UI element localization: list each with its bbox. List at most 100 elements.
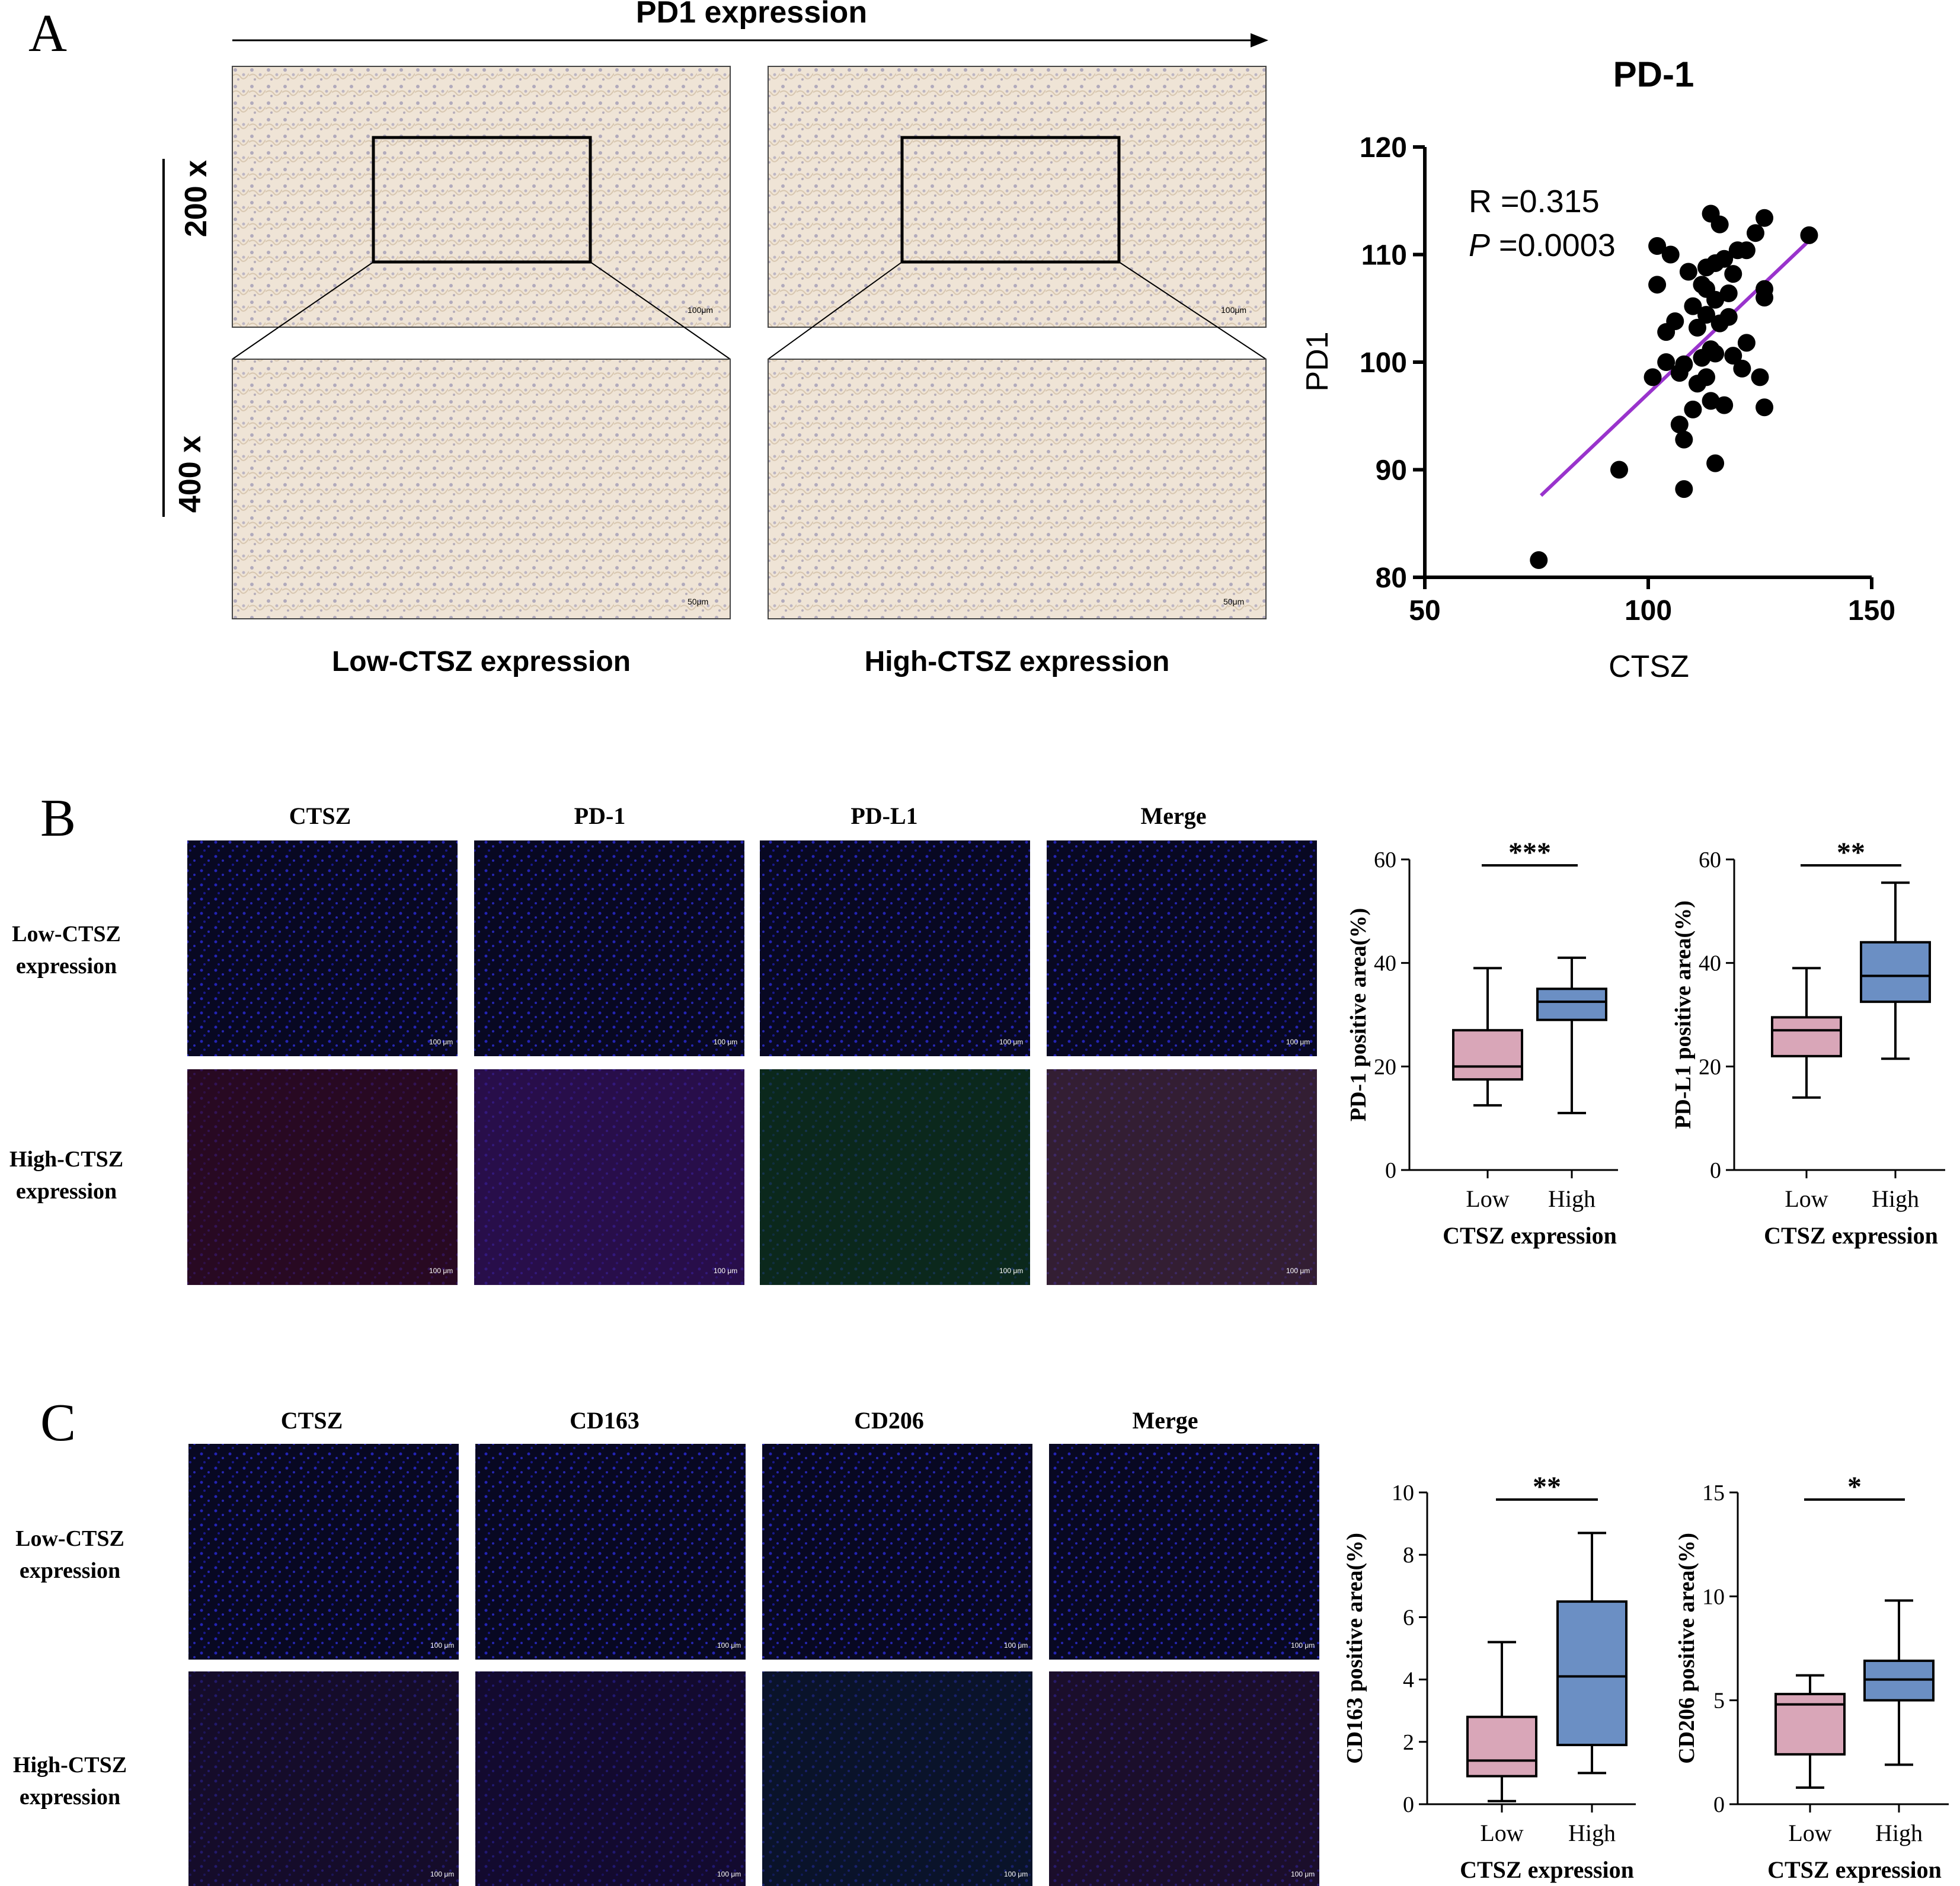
y-tick-label: 10 <box>1702 1584 1725 1609</box>
x-axis-label: CTSZ expression <box>1767 1856 1942 1883</box>
boxplot-pdl1-area: 0 20 40 60 Low High ** CTSZ expression PD-L1 pos… <box>1671 837 1945 1249</box>
significance-stars: * <box>1847 1471 1862 1503</box>
correlation-r: R =0.315 <box>1469 184 1600 219</box>
boxplot-cd206-area: 0 5 10 15 Low High * CTSZ expression CD206 posit… <box>1674 1471 1949 1883</box>
panel-c-row-low-line1: Low-CTSZ <box>15 1526 124 1551</box>
y-axis-label: PD1 <box>1300 331 1335 391</box>
x-axis-label: CTSZ expression <box>1443 1222 1617 1249</box>
scale-bar-label: 100 μm <box>714 1267 737 1275</box>
data-point <box>1715 396 1734 414</box>
ihc-image-high-400x: 50μm <box>768 359 1267 619</box>
correlation-p: P =0.0003 <box>1469 228 1616 263</box>
x-axis-label: CTSZ expression <box>1460 1856 1634 1883</box>
scale-bar-label: 100 μm <box>999 1267 1023 1275</box>
scale-bar-label: 50μm <box>1223 597 1244 606</box>
data-point <box>1715 250 1734 268</box>
data-point <box>1684 400 1702 418</box>
y-tick-label: 100 <box>1360 347 1407 379</box>
scale-bar-label: 100μm <box>1221 305 1246 315</box>
data-point <box>1746 224 1764 242</box>
data-point <box>1756 209 1774 227</box>
scale-bar-label: 100 μm <box>1004 1641 1028 1650</box>
panel-a-letter: A <box>28 4 67 63</box>
scale-bar-label: 100μm <box>688 305 713 315</box>
category-label: Low <box>1480 1820 1523 1846</box>
scale-bar-label: 100 μm <box>429 1038 453 1046</box>
mag-200-label: 200 x <box>179 160 213 237</box>
data-point <box>1697 306 1716 324</box>
box-low <box>1771 1016 1842 1057</box>
panel-b-col-pdl1: PD-L1 <box>850 803 917 829</box>
data-point <box>1675 480 1693 498</box>
scale-bar-label: 100 μm <box>717 1870 741 1878</box>
data-point <box>1648 276 1667 294</box>
panel-b-col-pd1: PD-1 <box>574 803 626 829</box>
data-point <box>1702 392 1720 410</box>
data-point <box>1666 312 1684 331</box>
panel-c-col-cd163: CD163 <box>570 1407 640 1434</box>
box-low <box>1466 1715 1537 1778</box>
x-tick-label: 150 <box>1848 595 1895 626</box>
y-tick-label: 15 <box>1702 1481 1725 1505</box>
box-high <box>1860 941 1931 1003</box>
category-label: Low <box>1788 1820 1831 1846</box>
y-tick-label: 0 <box>1713 1792 1725 1817</box>
scatter-chart-pd1-ctsz: PD-1 80 90 100 110 120 50 100 150 CTSZ PD1 R =0.315… <box>1300 55 1895 684</box>
if-image-c-low-cd163 <box>475 1444 746 1660</box>
y-tick-label: 40 <box>1699 951 1721 976</box>
panel-c-col-merge: Merge <box>1132 1407 1198 1434</box>
data-point <box>1756 289 1774 307</box>
data-point <box>1719 308 1738 326</box>
panel-c-row-high-line2: expression <box>20 1785 120 1810</box>
x-axis-label: CTSZ expression <box>1764 1222 1938 1249</box>
y-tick-label: 20 <box>1699 1054 1721 1079</box>
data-point <box>1679 263 1697 281</box>
data-point <box>1670 415 1689 434</box>
x-axis-label: CTSZ <box>1609 650 1689 684</box>
top-arrow <box>232 33 1268 47</box>
data-point <box>1706 290 1725 309</box>
panel-b-col-merge: Merge <box>1140 803 1206 829</box>
if-image-c-low-ctsz <box>188 1444 459 1660</box>
y-tick-label: 8 <box>1403 1543 1414 1568</box>
scale-bar-label: 100 μm <box>430 1870 454 1878</box>
y-tick-label: 6 <box>1403 1605 1414 1630</box>
data-point <box>1697 368 1716 386</box>
data-point <box>1648 236 1667 255</box>
y-tick-label: 4 <box>1403 1668 1414 1693</box>
p-symbol: P <box>1469 228 1490 263</box>
y-tick-label: 0 <box>1385 1158 1396 1183</box>
p-value: =0.0003 <box>1490 228 1616 263</box>
panel-c-row-low-line2: expression <box>20 1558 120 1583</box>
box-high <box>1536 987 1607 1021</box>
if-image-b-low-ctsz <box>187 840 458 1056</box>
y-tick-label: 60 <box>1699 848 1721 872</box>
data-point <box>1675 430 1693 449</box>
data-point <box>1661 245 1680 264</box>
y-axis-label: PD-L1 positive area(%) <box>1671 900 1696 1129</box>
if-scale-labels-c: 100 μm 100 μm 100 μm 100 μm 100 μm 100 μ… <box>430 1641 1315 1878</box>
category-label: Low <box>1785 1185 1828 1212</box>
data-point <box>1719 284 1738 302</box>
data-point <box>1657 353 1676 371</box>
data-point <box>1688 318 1706 337</box>
scale-bar-label: 100 μm <box>429 1267 453 1275</box>
scale-bar-label: 100 μm <box>1291 1641 1315 1650</box>
y-tick-label: 60 <box>1374 848 1396 872</box>
panel-b-col-ctsz: CTSZ <box>289 803 351 829</box>
data-point <box>1644 368 1662 386</box>
panel-c-row-high-line1: High-CTSZ <box>13 1753 127 1778</box>
data-point <box>1675 355 1693 373</box>
y-tick-label: 2 <box>1403 1730 1414 1755</box>
category-label: High <box>1568 1820 1616 1846</box>
scale-bar-label: 100 μm <box>1286 1038 1310 1046</box>
significance-stars: ** <box>1837 837 1865 868</box>
significance-stars: *** <box>1508 837 1551 868</box>
if-image-c-low-merge <box>1049 1444 1319 1660</box>
data-point <box>1733 359 1751 378</box>
y-tick-label: 120 <box>1360 132 1407 164</box>
data-point <box>1706 344 1725 363</box>
scale-bar-label: 100 μm <box>717 1641 741 1650</box>
panel-c-letter: C <box>40 1393 76 1452</box>
